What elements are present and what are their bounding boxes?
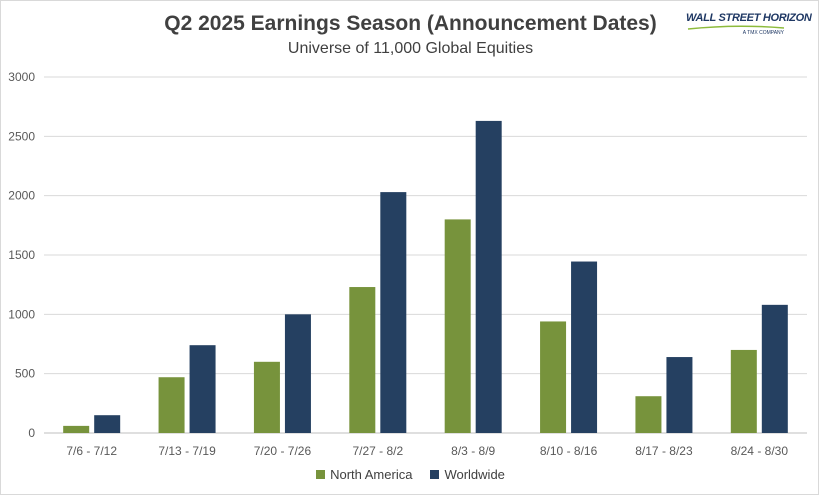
bar-north-america	[349, 287, 376, 433]
legend: North America Worldwide	[0, 467, 821, 482]
y-tick-label: 500	[15, 367, 35, 381]
legend-label-worldwide: Worldwide	[444, 467, 505, 482]
x-tick-label: 8/3 - 8/9	[451, 444, 495, 458]
logo-text: WALL STREET HORIZON	[686, 12, 812, 24]
bar-north-america	[63, 425, 90, 433]
wall-street-horizon-logo: WALL STREET HORIZON A TMX COMPANY	[686, 12, 812, 42]
bar-worldwide	[189, 345, 216, 433]
bar-worldwide	[666, 357, 693, 433]
y-tick-label: 2500	[8, 129, 35, 143]
logo-swoosh-icon	[687, 25, 785, 30]
chart-title: Q2 2025 Earnings Season (Announcement Da…	[164, 12, 657, 35]
bar-north-america	[158, 377, 185, 433]
x-tick-label: 7/27 - 8/2	[352, 444, 403, 458]
bars	[63, 120, 788, 433]
bar-worldwide	[475, 120, 502, 433]
x-tick-label: 7/6 - 7/12	[66, 444, 117, 458]
bar-worldwide	[284, 314, 311, 433]
y-tick-label: 3000	[8, 70, 35, 84]
x-tick-label: 8/10 - 8/16	[540, 444, 598, 458]
x-tick-label: 7/20 - 7/26	[254, 444, 312, 458]
bar-north-america	[730, 349, 757, 433]
bar-worldwide	[380, 192, 407, 433]
y-axis-ticks: 0 500 1000 1500 2000 2500 3000	[8, 70, 35, 440]
bar-north-america	[253, 361, 280, 433]
legend-label-north-america: North America	[330, 467, 413, 482]
bar-north-america	[635, 396, 662, 433]
gridlines	[44, 76, 807, 434]
y-tick-label: 1000	[8, 307, 35, 321]
y-tick-label: 2000	[8, 189, 35, 203]
bar-worldwide	[761, 304, 788, 433]
logo-subtext: A TMX COMPANY	[742, 30, 784, 36]
legend-swatch-worldwide	[430, 470, 440, 479]
legend-item-worldwide: Worldwide	[430, 467, 505, 482]
bar-north-america	[444, 219, 471, 433]
bar-north-america	[540, 321, 567, 433]
x-axis-ticks: 7/6 - 7/12 7/13 - 7/19 7/20 - 7/26 7/27 - 8…	[66, 444, 788, 458]
bar-worldwide	[94, 415, 121, 433]
x-tick-label: 8/24 - 8/30	[731, 444, 789, 458]
x-tick-label: 7/13 - 7/19	[158, 444, 216, 458]
bar-worldwide	[571, 261, 598, 433]
chart-subtitle: Universe of 11,000 Global Equities	[287, 40, 534, 57]
legend-swatch-north-america	[316, 470, 326, 479]
x-tick-label: 8/17 - 8/23	[635, 444, 693, 458]
y-tick-label: 1500	[8, 248, 35, 262]
legend-item-north-america: North America	[316, 467, 412, 482]
y-tick-label: 0	[28, 426, 35, 440]
